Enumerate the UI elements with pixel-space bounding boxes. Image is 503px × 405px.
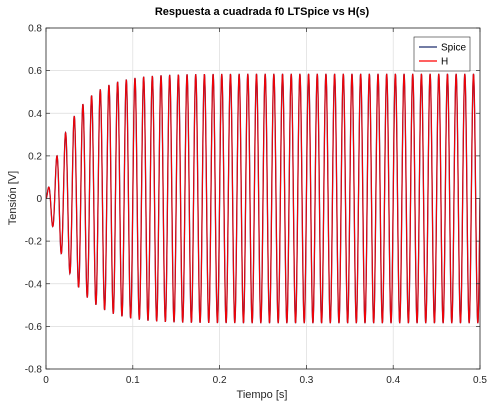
x-tick-label: 0.1 xyxy=(126,375,140,386)
legend: Spice H xyxy=(413,36,471,72)
y-tick-label: -0.8 xyxy=(25,365,43,376)
y-tick-label: -0.4 xyxy=(25,279,43,290)
y-tick-label: 0 xyxy=(36,194,42,205)
chart-title: Respuesta a cuadrada f0 LTSpice vs H(s) xyxy=(155,6,370,18)
x-tick-label: 0.5 xyxy=(473,375,487,386)
legend-label-spice: Spice xyxy=(441,43,466,54)
y-tick-label: 0.2 xyxy=(28,151,42,162)
legend-label-h: H xyxy=(441,57,448,68)
y-tick-label: -0.6 xyxy=(25,322,43,333)
x-tick-label: 0.4 xyxy=(386,375,400,386)
x-tick-label: 0.3 xyxy=(299,375,313,386)
x-tick-label: 0.2 xyxy=(213,375,227,386)
series-layer xyxy=(46,73,480,324)
y-tick-label: 0.8 xyxy=(28,24,42,35)
y-tick-label: -0.2 xyxy=(25,237,43,248)
y-tick-label: 0.4 xyxy=(28,109,42,120)
tick-layer: 0 0.1 0.2 0.3 0.4 0.5 -0.8 -0.6 -0.4 -0.2 0 0.2 0.4 0… xyxy=(25,24,488,387)
legend-box xyxy=(413,36,471,72)
y-axis-label: Tensión [V] xyxy=(7,171,19,225)
series-line-h xyxy=(46,73,480,324)
x-tick-label: 0 xyxy=(43,375,49,386)
x-axis-label: Tiempo [s] xyxy=(237,389,288,401)
y-tick-label: 0.6 xyxy=(28,66,42,77)
